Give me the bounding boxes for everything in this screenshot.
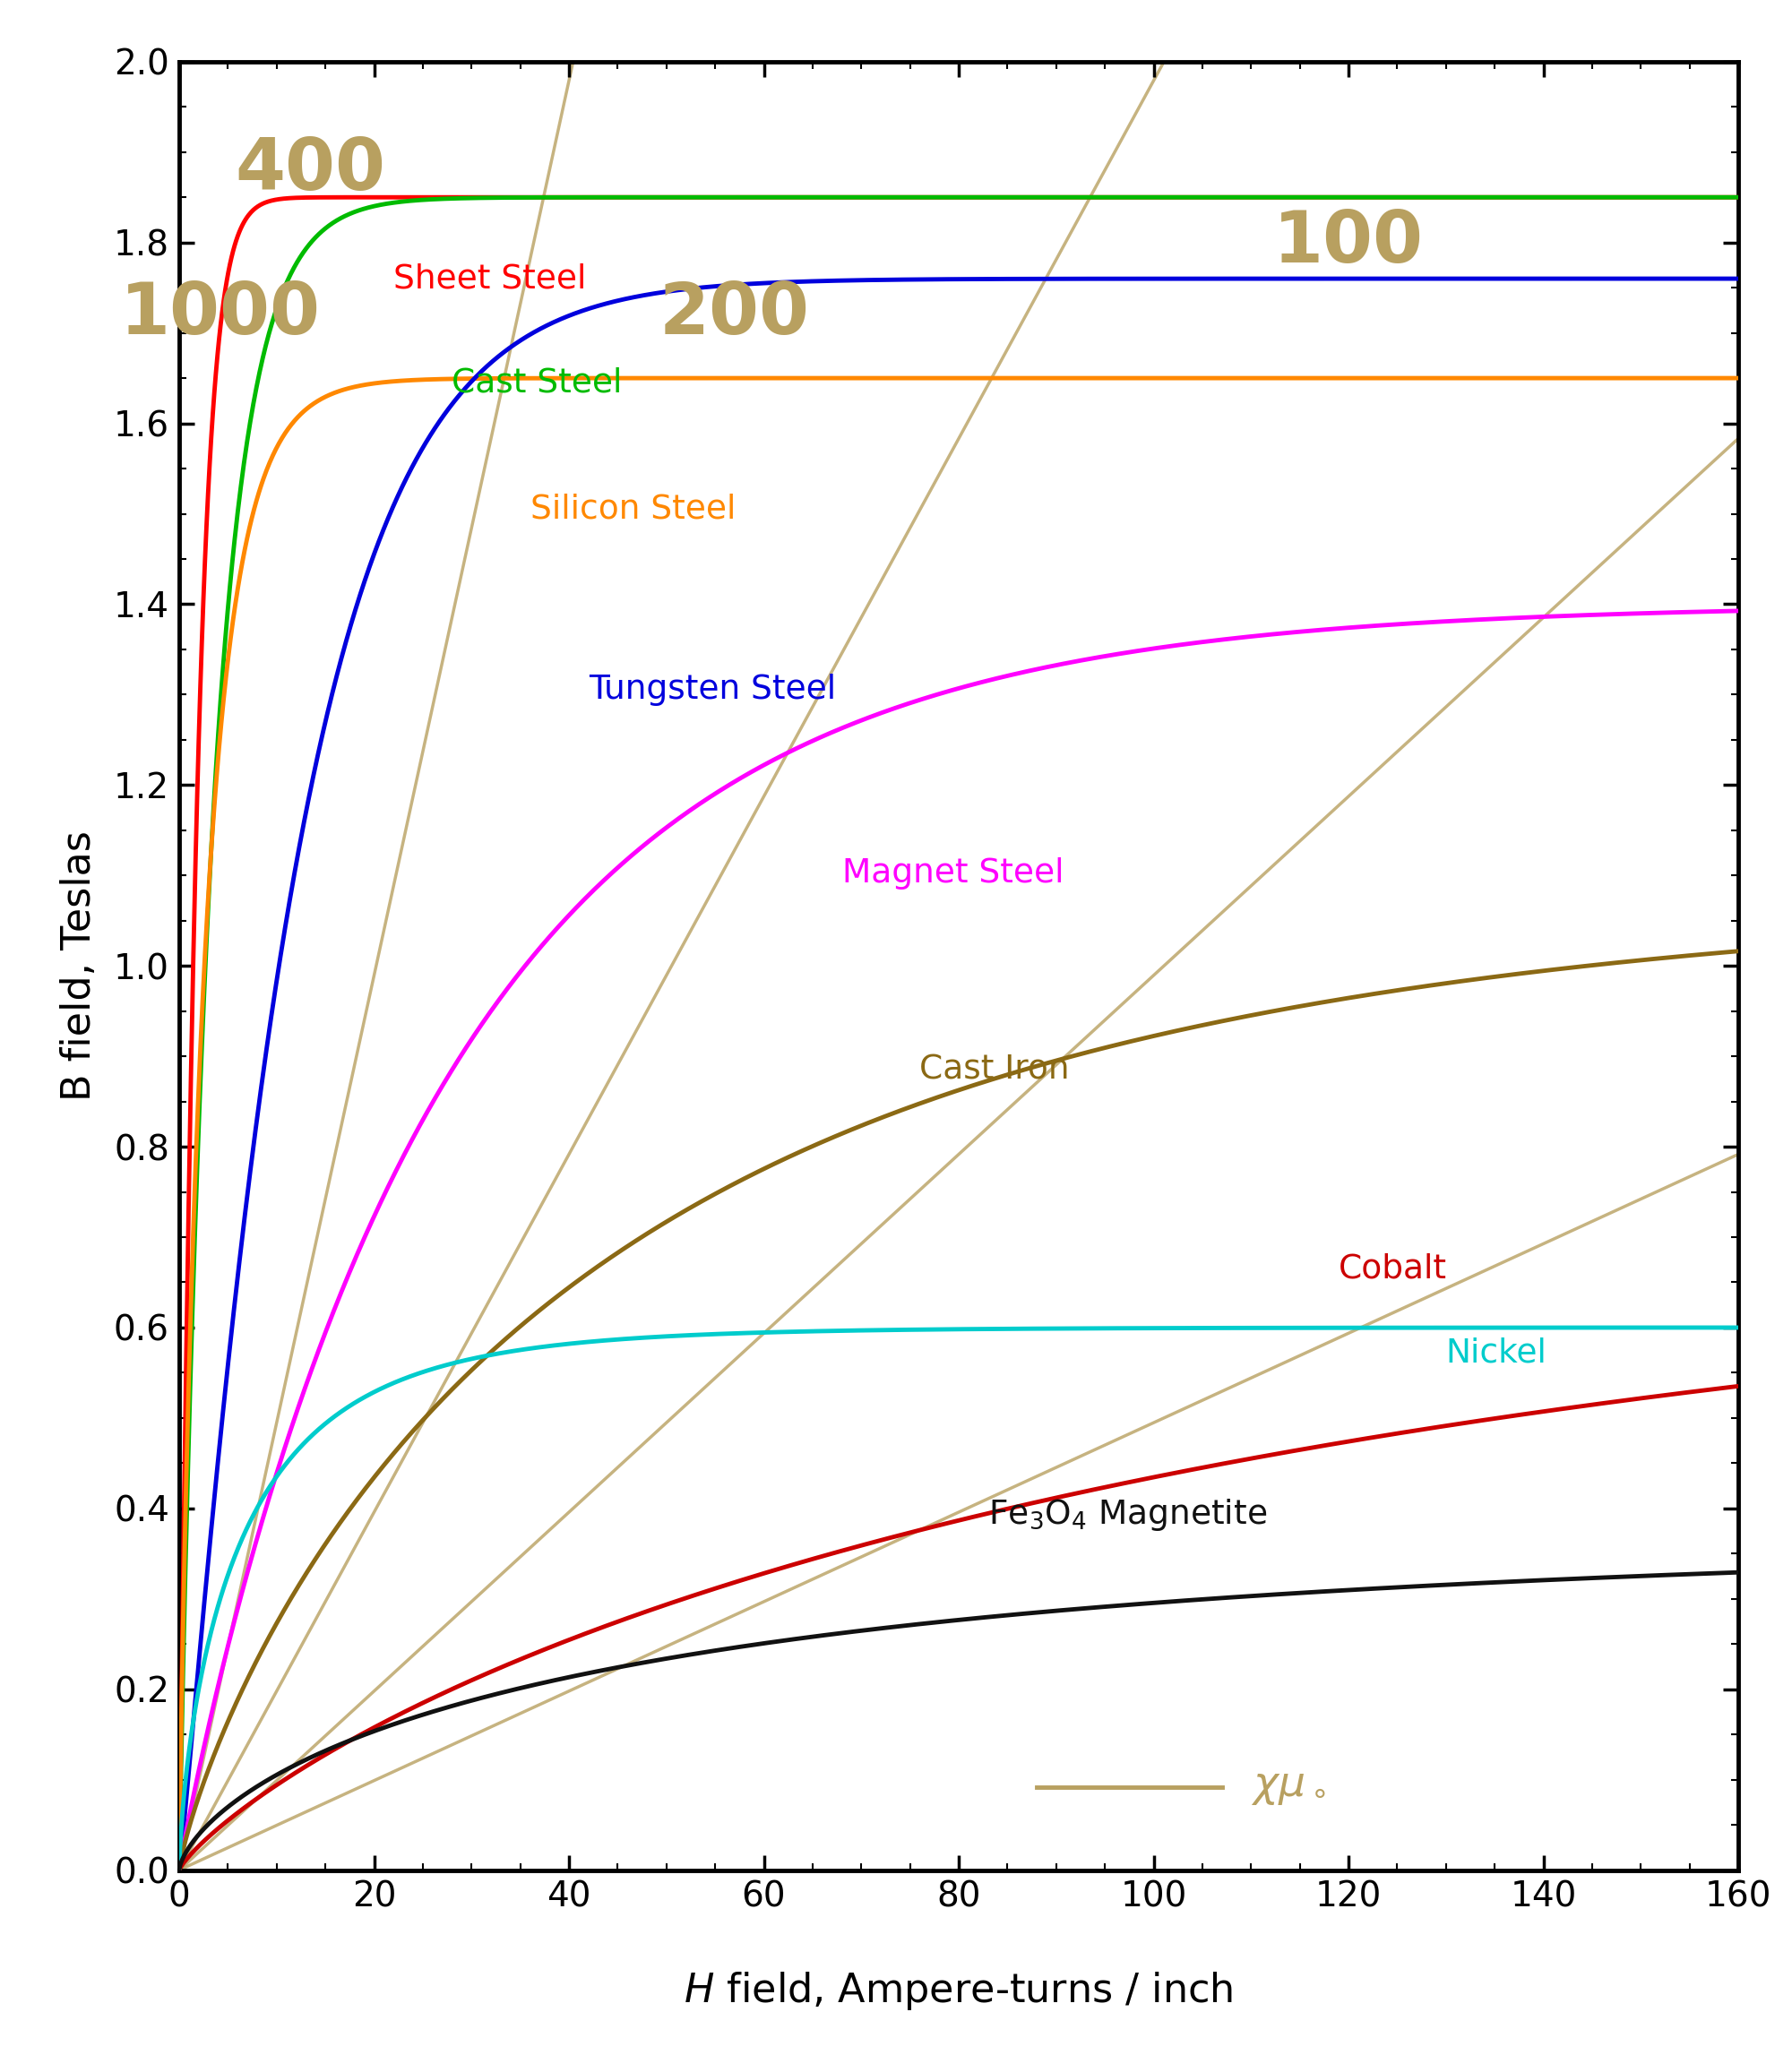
Text: $\it{H}$ field, Ampere-turns / inch: $\it{H}$ field, Ampere-turns / inch: [685, 1969, 1233, 2012]
Text: Cast Steel: Cast Steel: [452, 366, 622, 399]
Text: 100: 100: [1272, 208, 1423, 277]
Text: $\chi\mu_\circ$: $\chi\mu_\circ$: [1251, 1767, 1326, 1806]
Text: Sheet Steel: Sheet Steel: [394, 263, 586, 294]
Text: Magnet Steel: Magnet Steel: [842, 857, 1064, 890]
Text: 400: 400: [235, 136, 385, 206]
Text: Cast Iron: Cast Iron: [919, 1054, 1070, 1085]
Text: Tungsten Steel: Tungsten Steel: [588, 674, 835, 707]
Text: Fe$_3$O$_4$ Magnetite: Fe$_3$O$_4$ Magnetite: [987, 1496, 1267, 1533]
Text: Silicon Steel: Silicon Steel: [530, 493, 735, 526]
Text: Nickel: Nickel: [1446, 1336, 1546, 1369]
Text: 200: 200: [659, 279, 810, 349]
Text: 1000: 1000: [120, 279, 321, 349]
Text: Cobalt: Cobalt: [1339, 1254, 1448, 1284]
Y-axis label: B field, Teslas: B field, Teslas: [61, 830, 99, 1101]
